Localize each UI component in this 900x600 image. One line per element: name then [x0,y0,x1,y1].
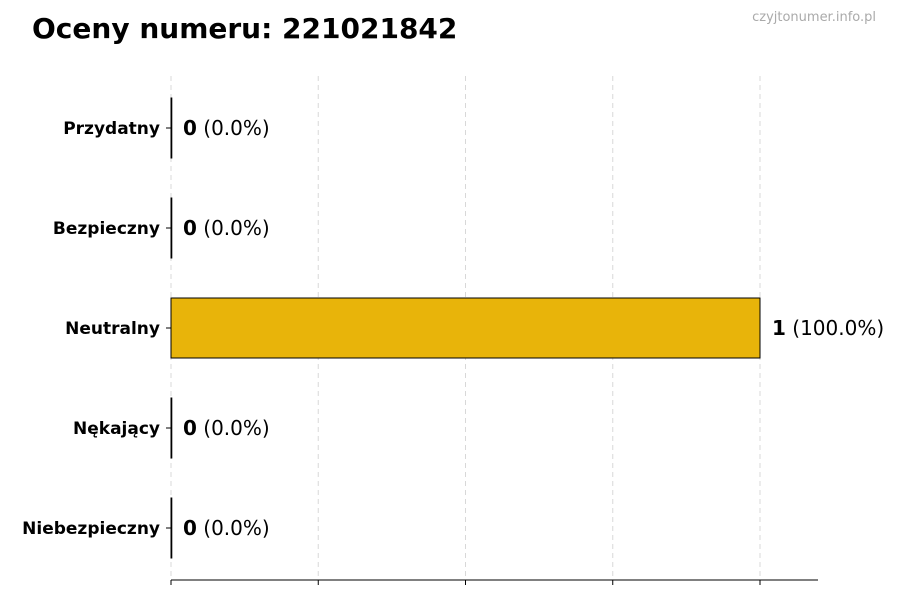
data-label-percent: (0.0%) [197,416,270,440]
data-label: 0 (0.0%) [183,516,270,540]
y-tick-label: Neutralny [65,319,160,339]
bar [170,97,173,159]
data-label-count: 0 [183,116,197,140]
data-label: 1 (100.0%) [772,316,884,340]
y-tick-label: Nękający [73,419,160,439]
y-tick-label: Bezpieczny [53,219,160,239]
y-tick-label: Niebezpieczny [22,519,160,539]
data-label-percent: (0.0%) [197,216,270,240]
bar [170,197,173,259]
bar [170,297,761,359]
data-label: 0 (0.0%) [183,116,270,140]
bar [170,497,173,559]
data-label: 0 (0.0%) [183,216,270,240]
y-tick-label: Przydatny [63,119,160,139]
bar [170,397,173,459]
watermark: czyjtonumer.info.pl [752,10,876,25]
data-label-count: 1 [772,316,786,340]
data-label-percent: (0.0%) [197,116,270,140]
data-label-percent: (100.0%) [786,316,884,340]
chart-title: Oceny numeru: 221021842 [32,12,458,45]
data-label: 0 (0.0%) [183,416,270,440]
data-label-percent: (0.0%) [197,516,270,540]
data-label-count: 0 [183,216,197,240]
data-label-count: 0 [183,416,197,440]
data-label-count: 0 [183,516,197,540]
